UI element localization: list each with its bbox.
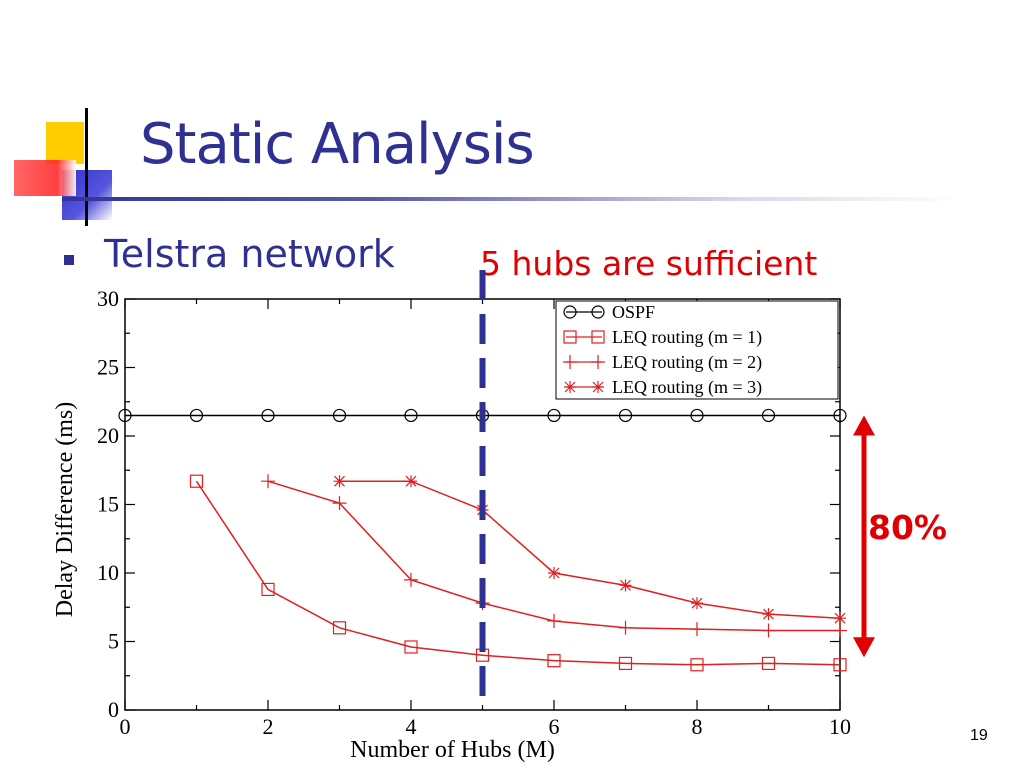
- series-line: [339, 480, 841, 619]
- ornament-red-square: [14, 160, 76, 196]
- data-point: [761, 623, 776, 638]
- data-point: [404, 408, 418, 423]
- legend-entry-4: LEQ routing (m = 3): [564, 377, 762, 398]
- data-point: [189, 408, 204, 423]
- slide-title: Static Analysis: [140, 112, 535, 177]
- legend-label: LEQ routing (m = 1): [612, 327, 762, 348]
- legend-marker: [591, 305, 605, 319]
- legend-marker: [592, 381, 604, 393]
- data-point: [404, 640, 418, 654]
- data-point: [332, 621, 347, 635]
- x-tick-label: 6: [549, 714, 560, 739]
- legend-marker: [563, 305, 577, 319]
- y-tick-label: 0: [108, 697, 119, 722]
- legend-entry-2: LEQ routing (m = 1): [563, 327, 762, 348]
- title-underline: [62, 197, 962, 201]
- reduction-label: 80%: [868, 508, 947, 547]
- data-point: [332, 408, 347, 423]
- legend-entry-1: OSPF: [563, 302, 655, 322]
- data-point: [261, 582, 275, 597]
- legend-marker: [591, 355, 605, 369]
- y-tick-label: 20: [97, 423, 119, 448]
- data-point: [833, 623, 847, 638]
- data-point: [690, 658, 704, 672]
- series-2: [189, 474, 847, 672]
- legend-label: OSPF: [612, 302, 655, 322]
- arrow-head-down: [853, 637, 875, 658]
- bullet-text: Telstra network: [104, 232, 395, 276]
- data-point: [618, 620, 633, 635]
- data-point: [547, 654, 561, 668]
- y-tick-label: 30: [97, 286, 119, 311]
- data-point: [761, 656, 776, 671]
- data-point: [333, 475, 346, 488]
- legend-label: LEQ routing (m = 2): [612, 352, 762, 373]
- series-3: [261, 474, 847, 638]
- data-point: [118, 408, 132, 423]
- y-axis-title: Delay Difference (ms): [52, 402, 78, 617]
- data-point: [404, 572, 418, 587]
- data-point: [618, 408, 633, 423]
- legend-marker: [591, 330, 605, 344]
- data-point: [761, 408, 776, 423]
- y-tick-label: 5: [108, 629, 119, 654]
- ornament-vertical-line: [85, 108, 88, 226]
- legend-marker: [564, 381, 576, 393]
- slide-number: 19: [970, 727, 988, 744]
- data-point: [619, 579, 632, 592]
- x-tick-label: 2: [263, 714, 274, 739]
- data-point: [833, 408, 847, 423]
- data-point: [189, 474, 204, 488]
- y-tick-label: 15: [97, 492, 119, 517]
- legend-label: LEQ routing (m = 3): [612, 377, 762, 398]
- x-tick-label: 0: [120, 714, 131, 739]
- data-point: [618, 656, 633, 671]
- y-tick-label: 25: [97, 355, 119, 380]
- bullet-marker: [64, 255, 74, 265]
- data-point: [691, 597, 703, 610]
- series-4: [333, 475, 846, 625]
- data-point: [332, 496, 347, 511]
- annotations-layer: [479, 270, 875, 703]
- data-point: [547, 408, 561, 423]
- data-point: [548, 567, 560, 579]
- series-line: [195, 480, 841, 666]
- legend-entry-3: LEQ routing (m = 2): [563, 352, 762, 373]
- arrow-head-up: [853, 415, 875, 436]
- ornament-yellow-square: [46, 122, 84, 164]
- chart-legend: OSPF LEQ routing (m = 1) LEQ routing (m = …: [555, 300, 839, 400]
- x-tick-label: 8: [692, 714, 703, 739]
- data-point: [690, 408, 704, 423]
- data-point: [261, 408, 275, 423]
- data-point: [261, 474, 275, 489]
- data-point: [834, 612, 846, 625]
- data-point: [405, 475, 417, 488]
- y-tick-label: 10: [97, 560, 119, 585]
- x-tick-label: 4: [406, 714, 417, 739]
- legend-marker: [563, 330, 577, 344]
- callout-text: 5 hubs are sufficient: [480, 244, 818, 283]
- x-axis-title: Number of Hubs (M): [350, 737, 555, 763]
- data-point: [690, 622, 704, 637]
- series-line: [267, 480, 840, 632]
- data-point: [547, 613, 561, 628]
- legend-marker: [563, 355, 577, 369]
- data-point: [762, 608, 775, 621]
- x-tick-label: 10: [829, 714, 851, 739]
- data-point: [833, 658, 847, 672]
